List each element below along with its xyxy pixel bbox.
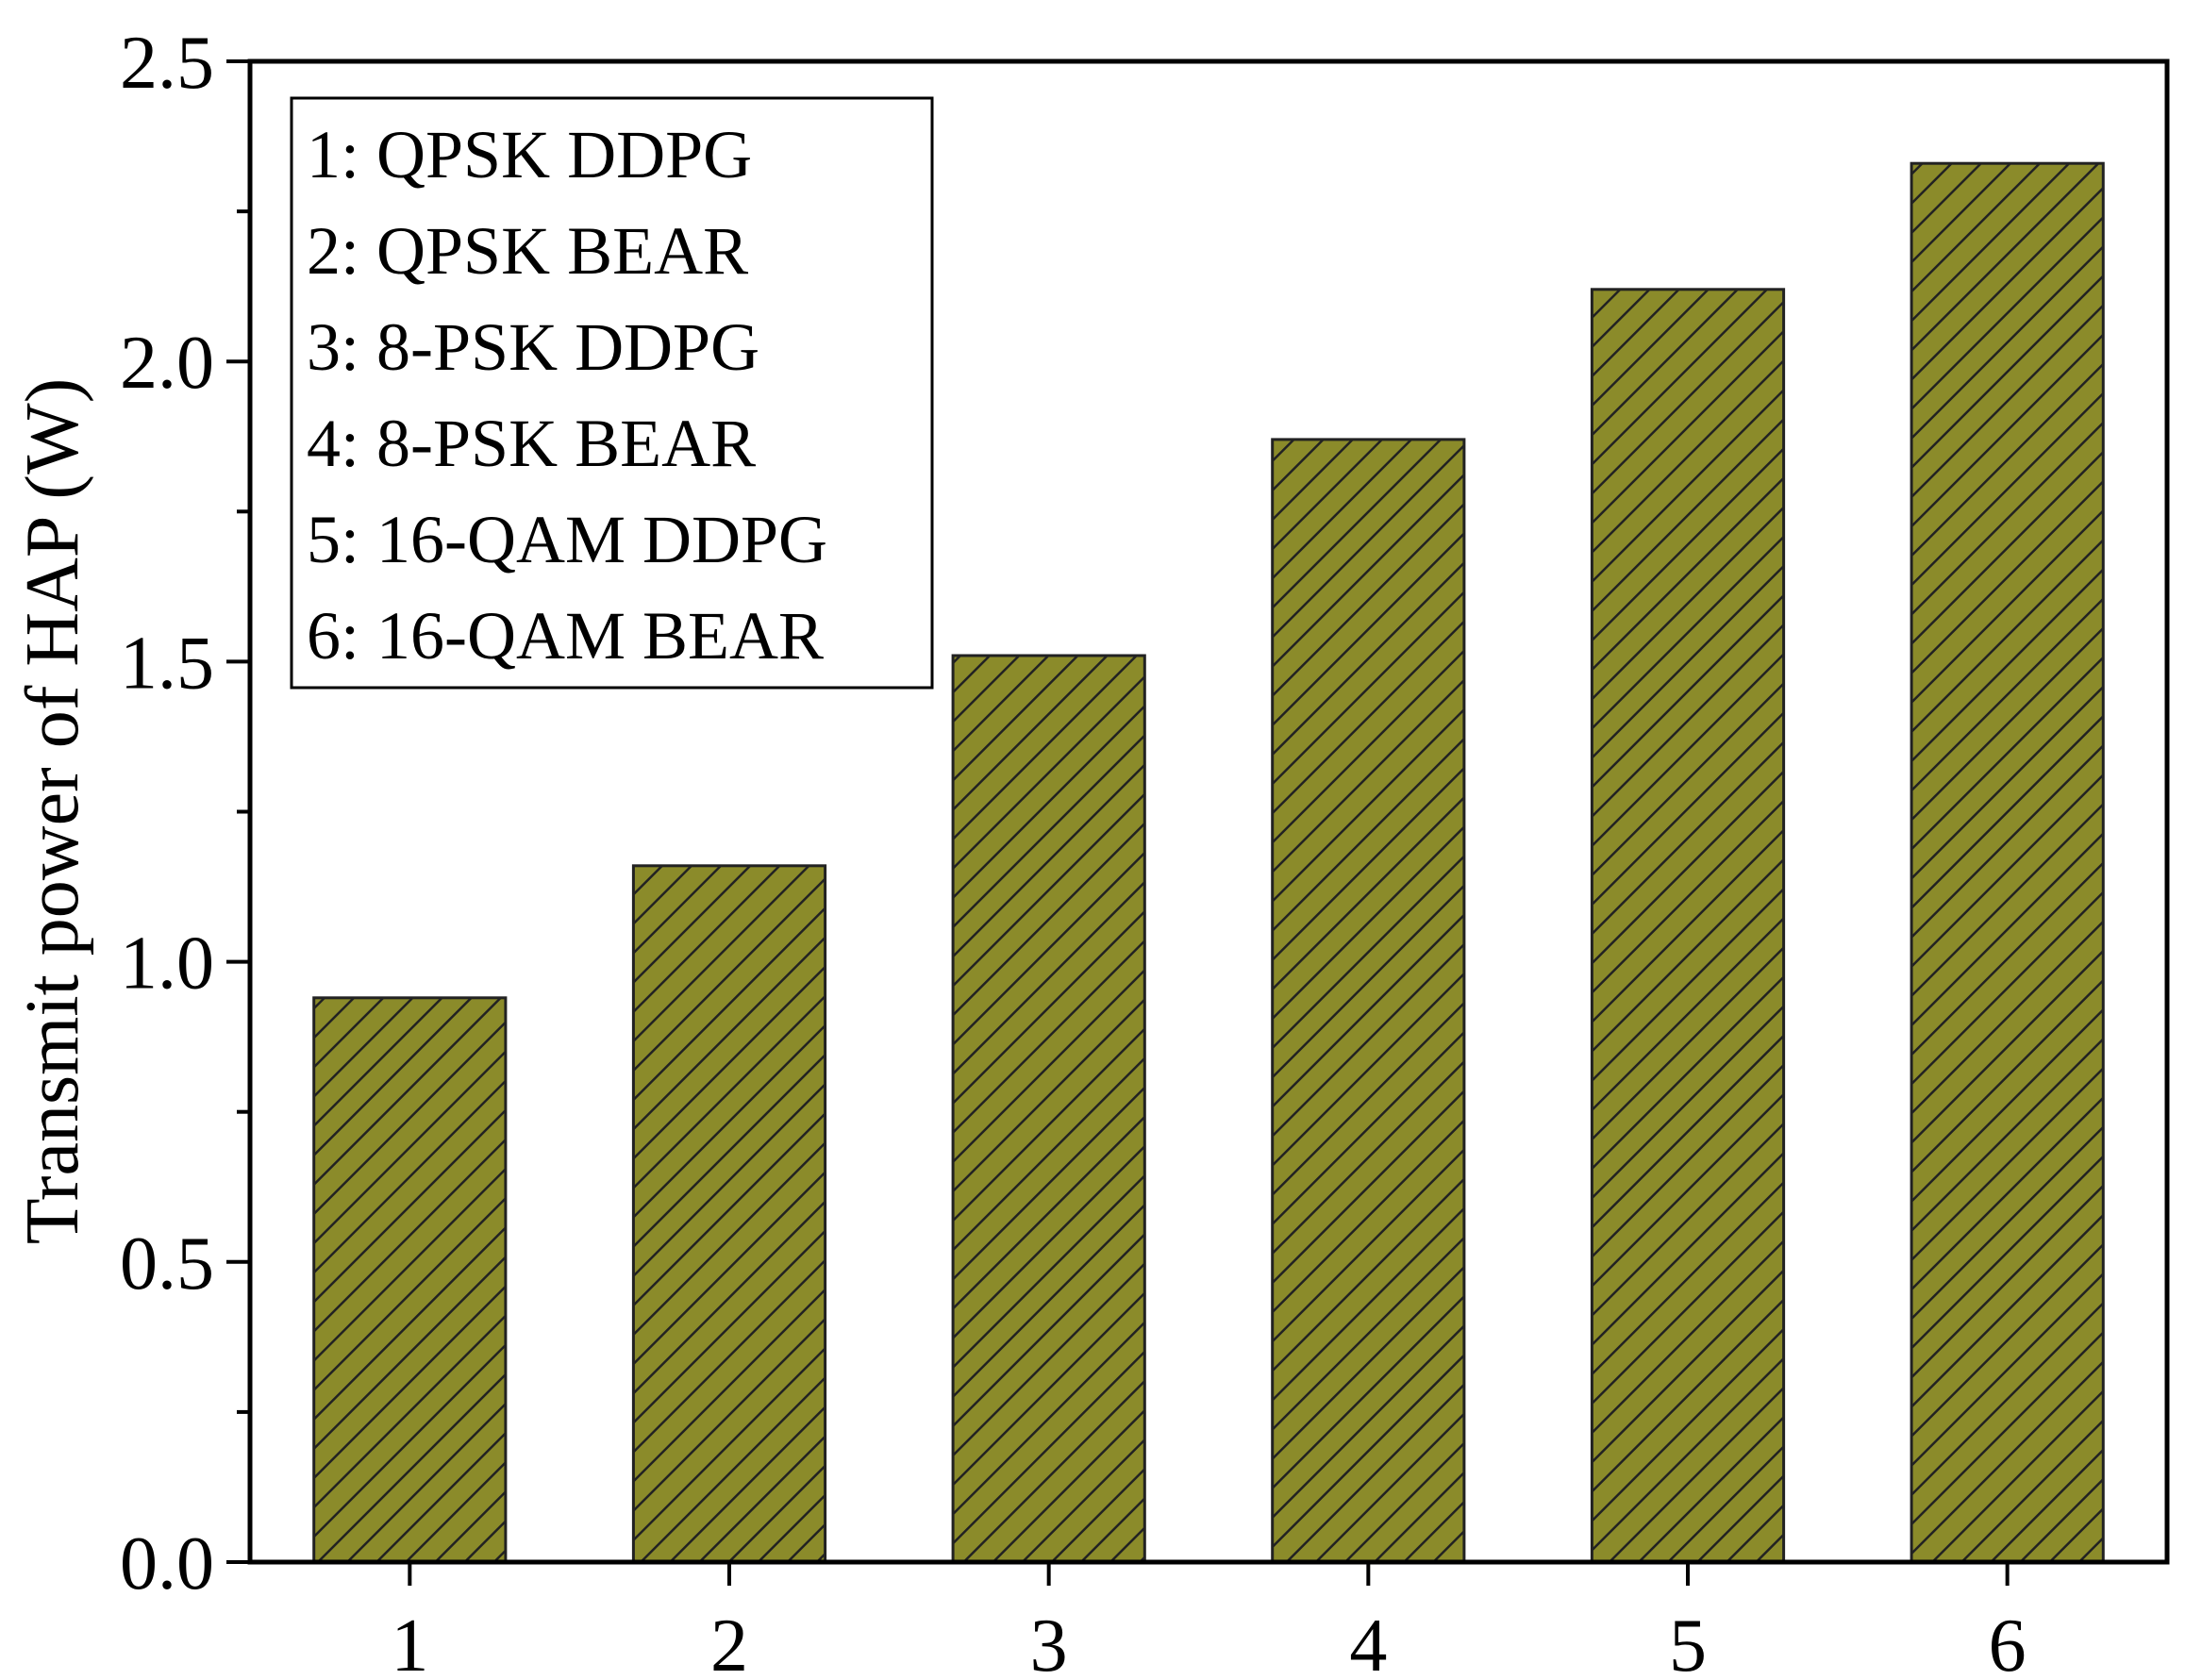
legend: 1: QPSK DDPG 2: QPSK BEAR 3: 8-PSK DDPG …: [290, 96, 934, 690]
bar-2: [631, 864, 827, 1564]
x-tick-label-3: 3: [1030, 1605, 1068, 1680]
legend-entry-5: 5: 16-QAM DDPG: [307, 502, 827, 577]
x-tick-label-1: 1: [391, 1605, 428, 1680]
y-axis-title: Transmit power of HAP (W): [11, 378, 94, 1244]
y-axis: 0.0 0.5 1.0 1.5 2.0 2.5: [120, 22, 250, 1605]
bar-1: [312, 996, 508, 1564]
plot-frame: [247, 58, 2170, 1565]
x-tick-label-2: 2: [710, 1605, 748, 1680]
bar-3: [951, 654, 1146, 1564]
legend-entry-1: 1: QPSK DDPG: [307, 117, 752, 192]
y-tick-label-2.5: 2.5: [120, 22, 214, 105]
x-tick-label-5: 5: [1669, 1605, 1707, 1680]
y-tick-label-2.0: 2.0: [120, 322, 214, 405]
legend-entry-4: 4: 8-PSK BEAR: [307, 406, 756, 481]
legend-box: [290, 96, 934, 690]
x-tick-label-6: 6: [1989, 1605, 2027, 1680]
bar-4: [1271, 438, 1466, 1564]
legend-entry-3: 3: 8-PSK DDPG: [307, 309, 759, 385]
legend-entry-6: 6: 16-QAM BEAR: [307, 598, 824, 674]
bars-group: [312, 161, 2105, 1564]
bar-5: [1590, 288, 1786, 1564]
y-tick-label-0.0: 0.0: [120, 1522, 214, 1605]
bar-6: [1910, 161, 2105, 1564]
y-tick-label-1.5: 1.5: [120, 622, 214, 705]
y-tick-label-0.5: 0.5: [120, 1223, 214, 1306]
y-tick-label-1.0: 1.0: [120, 923, 214, 1006]
legend-entry-2: 2: QPSK BEAR: [307, 213, 748, 289]
x-tick-label-4: 4: [1349, 1605, 1387, 1680]
x-axis: 1 2 3 4 5 6: [391, 1562, 2027, 1680]
